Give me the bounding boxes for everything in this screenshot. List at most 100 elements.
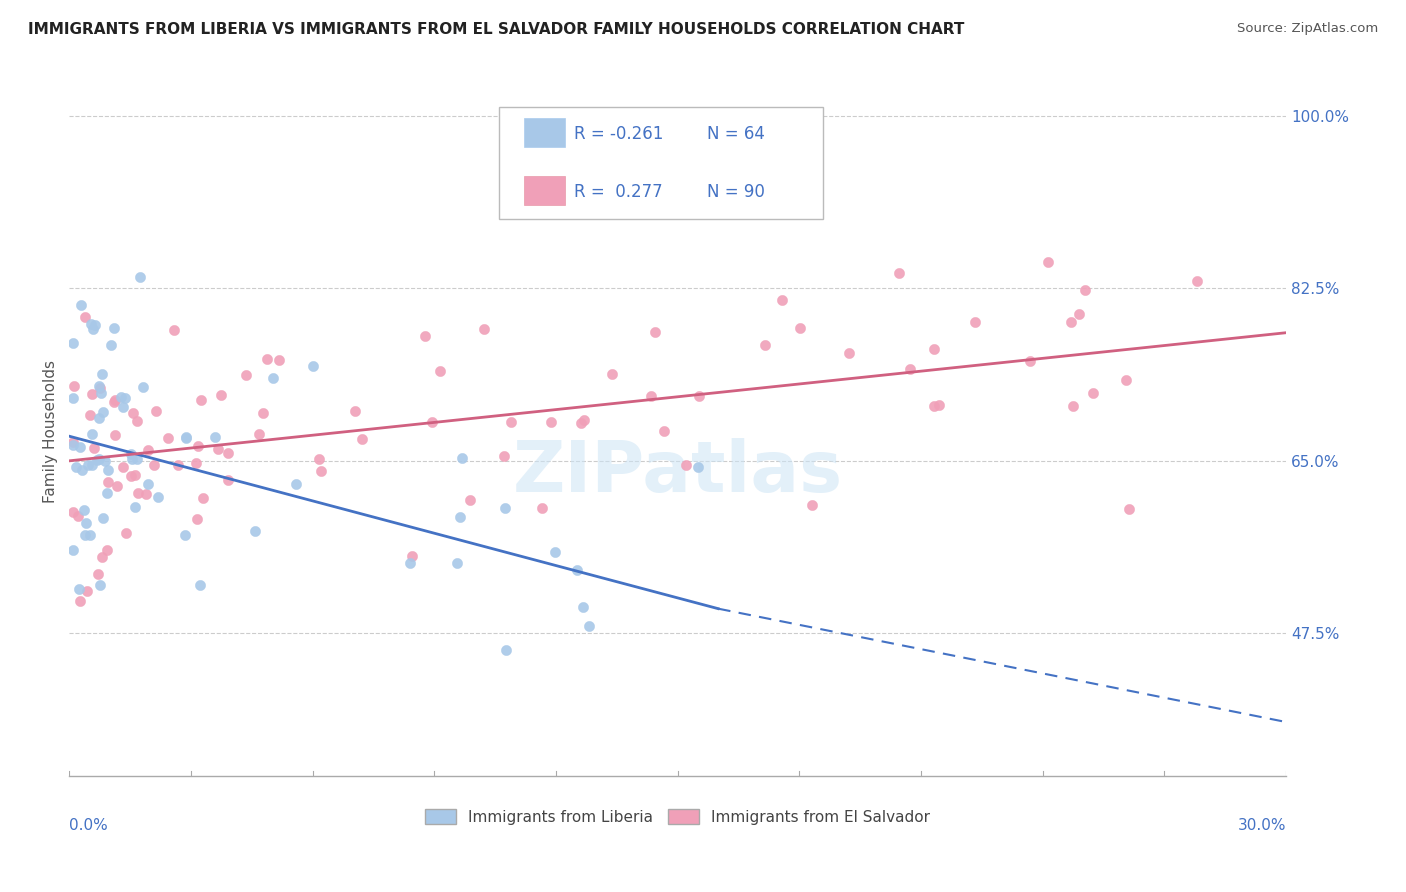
Point bbox=[640, 389, 662, 403]
Point bbox=[69, 594, 91, 608]
Point bbox=[600, 367, 623, 381]
Point bbox=[89, 452, 111, 467]
Point bbox=[571, 600, 593, 615]
Point bbox=[91, 549, 114, 564]
Point bbox=[91, 368, 114, 382]
Point bbox=[675, 458, 697, 472]
Point bbox=[644, 326, 666, 340]
Point bbox=[87, 379, 110, 393]
Point bbox=[163, 323, 186, 337]
Point bbox=[73, 527, 96, 541]
Point bbox=[105, 479, 128, 493]
Point bbox=[494, 501, 516, 516]
Point bbox=[125, 451, 148, 466]
Point bbox=[770, 293, 793, 308]
Point bbox=[928, 398, 950, 412]
Point bbox=[121, 406, 143, 420]
Point bbox=[652, 424, 675, 438]
Point bbox=[801, 498, 824, 512]
Point bbox=[1074, 283, 1097, 297]
Point bbox=[204, 430, 226, 444]
Point bbox=[267, 353, 290, 368]
Point bbox=[104, 428, 127, 442]
Point bbox=[67, 508, 90, 523]
Point bbox=[186, 512, 208, 526]
Point bbox=[65, 460, 87, 475]
Point bbox=[1038, 255, 1060, 269]
Point bbox=[70, 298, 93, 312]
Point bbox=[136, 442, 159, 457]
Point bbox=[115, 526, 138, 541]
Point bbox=[167, 458, 190, 472]
Text: Source: ZipAtlas.com: Source: ZipAtlas.com bbox=[1237, 22, 1378, 36]
Point bbox=[121, 451, 143, 466]
Point bbox=[446, 556, 468, 570]
Point bbox=[311, 464, 333, 478]
Point bbox=[75, 310, 97, 324]
Point bbox=[1062, 399, 1084, 413]
Point bbox=[127, 486, 149, 500]
Point bbox=[62, 336, 84, 351]
Point bbox=[838, 346, 860, 360]
Point bbox=[91, 511, 114, 525]
Legend: Immigrants from Liberia, Immigrants from El Salvador: Immigrants from Liberia, Immigrants from… bbox=[419, 803, 936, 830]
Point bbox=[120, 447, 142, 461]
Point bbox=[284, 477, 307, 491]
Point bbox=[75, 516, 97, 531]
Point bbox=[343, 404, 366, 418]
Point bbox=[247, 427, 270, 442]
Point bbox=[62, 378, 84, 392]
Text: 30.0%: 30.0% bbox=[1237, 818, 1286, 832]
Point bbox=[90, 386, 112, 401]
Point bbox=[143, 458, 166, 473]
Point bbox=[80, 426, 103, 441]
Point bbox=[429, 364, 451, 378]
Point bbox=[100, 338, 122, 352]
Point bbox=[458, 492, 481, 507]
Point bbox=[1118, 502, 1140, 516]
Point bbox=[540, 415, 562, 429]
Point bbox=[191, 491, 214, 505]
Point bbox=[82, 322, 104, 336]
Point bbox=[79, 408, 101, 422]
Point bbox=[94, 454, 117, 468]
Point bbox=[124, 467, 146, 482]
Point bbox=[62, 543, 84, 558]
Point bbox=[97, 463, 120, 477]
Point bbox=[173, 528, 195, 542]
Point bbox=[898, 361, 921, 376]
Point bbox=[754, 338, 776, 352]
Point bbox=[235, 368, 257, 383]
Point bbox=[145, 404, 167, 418]
Point bbox=[120, 469, 142, 483]
Point bbox=[308, 451, 330, 466]
Point bbox=[103, 320, 125, 334]
Point bbox=[89, 381, 111, 395]
Point bbox=[84, 318, 107, 332]
Point bbox=[132, 380, 155, 394]
Text: N = 64: N = 64 bbox=[707, 125, 765, 143]
Point bbox=[174, 431, 197, 445]
Text: R = -0.261: R = -0.261 bbox=[574, 125, 664, 143]
Point bbox=[80, 458, 103, 472]
Point bbox=[69, 440, 91, 454]
Point bbox=[87, 410, 110, 425]
Point bbox=[256, 352, 278, 367]
Point bbox=[401, 549, 423, 563]
Point bbox=[252, 406, 274, 420]
Point bbox=[174, 429, 197, 443]
Point bbox=[89, 577, 111, 591]
Point bbox=[492, 449, 515, 463]
Y-axis label: Family Households: Family Households bbox=[44, 359, 58, 503]
Point bbox=[1081, 386, 1104, 401]
Point bbox=[1060, 315, 1083, 329]
Point bbox=[217, 446, 239, 460]
Point bbox=[112, 460, 135, 475]
Point bbox=[302, 359, 325, 373]
Text: ZIPatlas: ZIPatlas bbox=[513, 438, 842, 508]
Point bbox=[62, 438, 84, 452]
Point bbox=[688, 459, 710, 474]
Point bbox=[472, 321, 495, 335]
Point bbox=[789, 321, 811, 335]
Point bbox=[129, 270, 152, 285]
